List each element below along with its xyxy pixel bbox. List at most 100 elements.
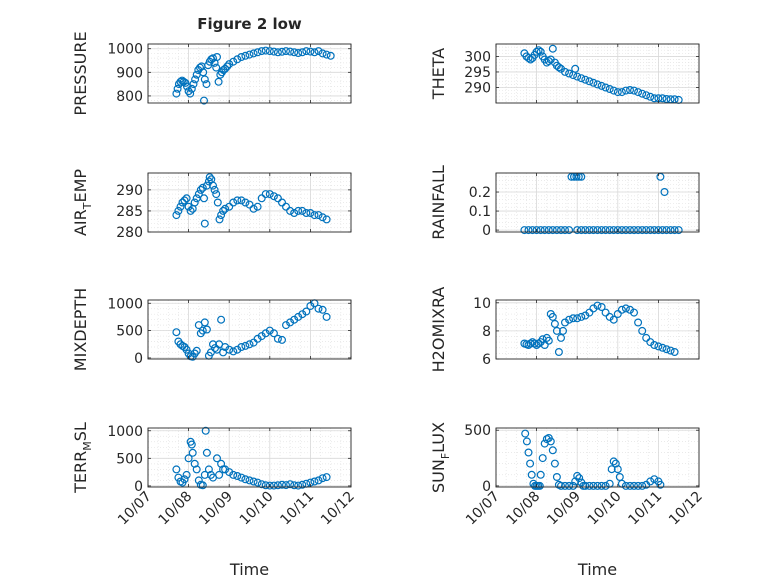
data-point	[629, 86, 638, 95]
x-tick-label: 10/11	[277, 489, 317, 529]
data-point	[573, 314, 582, 323]
data-point	[286, 47, 295, 56]
data-point	[290, 48, 299, 57]
y-axis-label-tail: LUX	[429, 422, 448, 453]
data-point	[573, 72, 582, 81]
data-point	[219, 206, 228, 215]
y-axis-label: TERRMSL	[71, 422, 94, 494]
data-point	[205, 173, 214, 182]
data-point	[202, 80, 211, 89]
plot-area	[496, 173, 699, 232]
data-point	[201, 426, 210, 435]
data-point	[318, 474, 327, 483]
data-point	[646, 477, 655, 486]
data-point	[253, 334, 262, 343]
data-point	[607, 465, 616, 474]
data-point	[642, 226, 651, 235]
data-point	[613, 88, 622, 97]
data-point	[225, 202, 234, 211]
data-point	[176, 77, 185, 86]
data-point	[660, 188, 669, 197]
data-point	[528, 226, 537, 235]
data-point	[609, 457, 618, 466]
data-point	[642, 333, 651, 342]
data-point	[310, 48, 319, 57]
data-point	[540, 226, 549, 235]
data-point	[257, 194, 266, 203]
data-point	[213, 454, 222, 463]
data-point	[192, 465, 201, 474]
data-point	[245, 476, 254, 485]
data-point	[585, 77, 594, 86]
data-point	[629, 226, 638, 235]
data-point	[249, 49, 258, 58]
x-tick-label: 10/09	[196, 489, 236, 529]
data-point	[191, 75, 200, 84]
data-point	[638, 481, 647, 490]
data-point	[581, 226, 590, 235]
data-point	[172, 89, 181, 98]
data-point	[298, 480, 307, 489]
data-point	[625, 226, 634, 235]
y-tick-label: 500	[116, 451, 143, 467]
data-point	[278, 480, 287, 489]
data-point	[524, 226, 533, 235]
data-point	[581, 75, 590, 84]
data-point	[199, 68, 208, 77]
data-point	[621, 304, 630, 313]
data-point	[621, 226, 630, 235]
data-point	[556, 481, 565, 490]
data-point	[609, 86, 618, 95]
y-axis-label-text: SUN	[429, 459, 448, 493]
data-point	[546, 437, 555, 446]
data-point	[625, 85, 634, 94]
y-tick-label: 500	[116, 324, 143, 340]
data-point	[241, 198, 250, 207]
data-point	[524, 53, 533, 62]
data-point	[597, 226, 606, 235]
y-tick-label: 1000	[107, 296, 143, 312]
y-axis-label-subscript: F	[439, 453, 452, 459]
data-point	[286, 480, 295, 489]
data-point	[601, 83, 610, 92]
data-point	[571, 64, 580, 73]
data-point	[196, 185, 205, 194]
data-point	[556, 333, 565, 342]
x-tick-label: 10/11	[625, 489, 665, 529]
data-point	[294, 48, 303, 57]
data-point	[658, 343, 667, 352]
data-point	[194, 190, 203, 199]
data-point	[662, 345, 671, 354]
y-axis-label-subscript: M	[81, 441, 94, 451]
data-point	[212, 63, 221, 72]
data-point	[229, 347, 238, 356]
data-point	[650, 475, 659, 484]
data-point	[670, 226, 679, 235]
data-point	[536, 470, 545, 479]
data-point	[294, 206, 303, 215]
data-point	[526, 55, 535, 64]
y-tick-label: 0	[134, 351, 143, 367]
data-point	[200, 75, 209, 84]
data-point	[278, 335, 287, 344]
y-tick-label: 8	[482, 324, 491, 340]
axes-box	[495, 427, 700, 488]
data-point	[186, 206, 195, 215]
data-point	[544, 336, 553, 345]
x-axis-label: Time	[229, 560, 269, 579]
data-point	[650, 226, 659, 235]
data-point	[204, 465, 213, 474]
data-point	[198, 481, 207, 490]
data-point	[322, 50, 331, 59]
data-point	[184, 454, 193, 463]
data-point	[613, 310, 622, 319]
data-point	[192, 346, 201, 355]
data-point	[198, 326, 207, 335]
y-tick-label: 290	[464, 80, 491, 96]
data-point	[314, 47, 323, 56]
x-tick-label: 10/12	[318, 489, 358, 529]
data-point	[180, 196, 189, 205]
data-point	[314, 476, 323, 485]
